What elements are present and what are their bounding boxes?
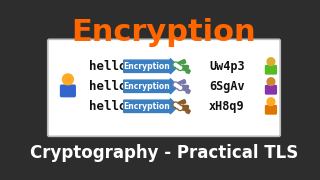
Circle shape	[267, 98, 275, 105]
Circle shape	[175, 104, 181, 109]
Circle shape	[175, 84, 181, 89]
Circle shape	[177, 65, 179, 68]
Circle shape	[174, 103, 177, 106]
Circle shape	[174, 63, 177, 66]
Text: hello: hello	[90, 100, 127, 113]
Text: hello: hello	[90, 60, 127, 73]
FancyBboxPatch shape	[266, 105, 276, 114]
Circle shape	[177, 85, 179, 88]
Circle shape	[62, 74, 73, 85]
Circle shape	[179, 86, 182, 89]
Polygon shape	[170, 79, 178, 94]
Circle shape	[267, 58, 275, 66]
Text: hello: hello	[90, 80, 127, 93]
Text: Encryption: Encryption	[124, 62, 170, 71]
FancyBboxPatch shape	[124, 100, 170, 112]
Circle shape	[179, 66, 182, 69]
Polygon shape	[170, 99, 178, 114]
Text: 6SgAv: 6SgAv	[209, 80, 244, 93]
Circle shape	[178, 105, 183, 111]
Text: xH8q9: xH8q9	[209, 100, 244, 113]
FancyBboxPatch shape	[266, 66, 276, 74]
Polygon shape	[170, 58, 178, 74]
Circle shape	[174, 83, 177, 86]
Circle shape	[173, 82, 178, 87]
FancyBboxPatch shape	[124, 80, 170, 93]
FancyBboxPatch shape	[48, 39, 280, 136]
FancyBboxPatch shape	[60, 85, 75, 97]
Circle shape	[177, 105, 179, 108]
FancyBboxPatch shape	[266, 86, 276, 94]
Circle shape	[267, 78, 275, 86]
Text: Cryptography - Practical TLS: Cryptography - Practical TLS	[30, 143, 298, 161]
Circle shape	[175, 64, 181, 69]
Text: Encryption: Encryption	[124, 82, 170, 91]
Circle shape	[173, 102, 178, 107]
Circle shape	[179, 106, 182, 109]
Text: Encryption: Encryption	[72, 18, 256, 47]
Text: Uw4p3: Uw4p3	[209, 60, 244, 73]
Circle shape	[178, 85, 183, 91]
FancyBboxPatch shape	[124, 60, 170, 72]
Text: Encryption: Encryption	[124, 102, 170, 111]
Circle shape	[178, 65, 183, 71]
Circle shape	[173, 62, 178, 68]
